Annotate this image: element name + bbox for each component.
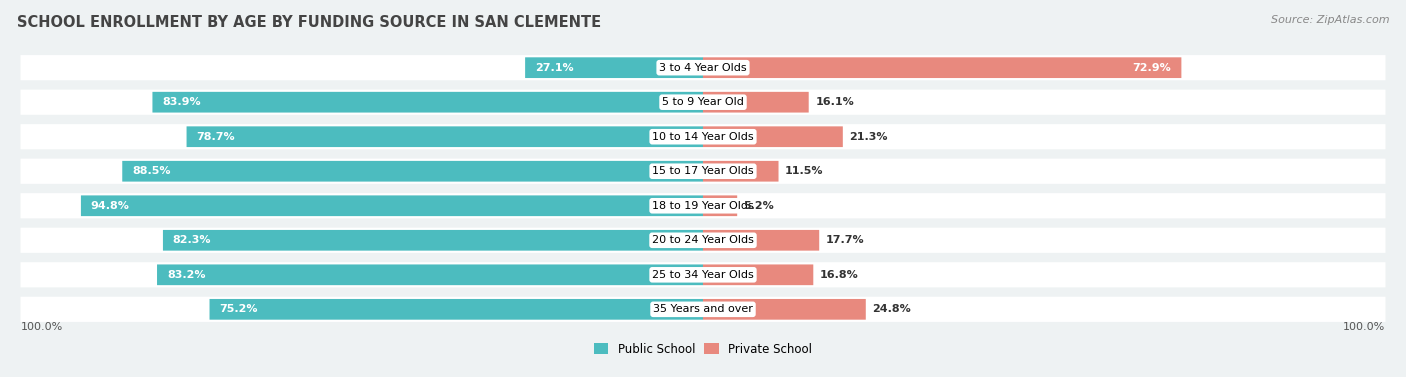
Text: 75.2%: 75.2% <box>219 304 257 314</box>
Text: Source: ZipAtlas.com: Source: ZipAtlas.com <box>1271 15 1389 25</box>
FancyBboxPatch shape <box>209 299 703 320</box>
Text: 21.3%: 21.3% <box>849 132 887 142</box>
FancyBboxPatch shape <box>21 193 1385 218</box>
Text: 100.0%: 100.0% <box>1343 322 1385 332</box>
Text: 100.0%: 100.0% <box>21 322 63 332</box>
Text: 15 to 17 Year Olds: 15 to 17 Year Olds <box>652 166 754 176</box>
Text: 18 to 19 Year Olds: 18 to 19 Year Olds <box>652 201 754 211</box>
FancyBboxPatch shape <box>21 55 1385 80</box>
FancyBboxPatch shape <box>703 57 1181 78</box>
FancyBboxPatch shape <box>21 228 1385 253</box>
FancyBboxPatch shape <box>703 161 779 182</box>
FancyBboxPatch shape <box>21 90 1385 115</box>
FancyBboxPatch shape <box>703 264 813 285</box>
Text: 25 to 34 Year Olds: 25 to 34 Year Olds <box>652 270 754 280</box>
Text: 72.9%: 72.9% <box>1133 63 1171 73</box>
Text: 83.2%: 83.2% <box>167 270 205 280</box>
FancyBboxPatch shape <box>703 92 808 113</box>
Text: SCHOOL ENROLLMENT BY AGE BY FUNDING SOURCE IN SAN CLEMENTE: SCHOOL ENROLLMENT BY AGE BY FUNDING SOUR… <box>17 15 600 30</box>
FancyBboxPatch shape <box>163 230 703 251</box>
Text: 27.1%: 27.1% <box>536 63 574 73</box>
FancyBboxPatch shape <box>82 195 703 216</box>
Text: 5 to 9 Year Old: 5 to 9 Year Old <box>662 97 744 107</box>
FancyBboxPatch shape <box>21 124 1385 149</box>
FancyBboxPatch shape <box>21 262 1385 287</box>
Text: 5.2%: 5.2% <box>744 201 775 211</box>
Text: 17.7%: 17.7% <box>825 235 865 245</box>
FancyBboxPatch shape <box>524 57 703 78</box>
Text: 94.8%: 94.8% <box>91 201 129 211</box>
Text: 78.7%: 78.7% <box>197 132 235 142</box>
Text: 3 to 4 Year Olds: 3 to 4 Year Olds <box>659 63 747 73</box>
Text: 35 Years and over: 35 Years and over <box>652 304 754 314</box>
Text: 82.3%: 82.3% <box>173 235 211 245</box>
Text: 16.8%: 16.8% <box>820 270 859 280</box>
Text: 20 to 24 Year Olds: 20 to 24 Year Olds <box>652 235 754 245</box>
FancyBboxPatch shape <box>703 230 820 251</box>
FancyBboxPatch shape <box>122 161 703 182</box>
Legend: Public School, Private School: Public School, Private School <box>589 338 817 360</box>
Text: 16.1%: 16.1% <box>815 97 853 107</box>
FancyBboxPatch shape <box>187 126 703 147</box>
Text: 83.9%: 83.9% <box>162 97 201 107</box>
FancyBboxPatch shape <box>152 92 703 113</box>
FancyBboxPatch shape <box>21 297 1385 322</box>
FancyBboxPatch shape <box>21 159 1385 184</box>
FancyBboxPatch shape <box>703 126 842 147</box>
Text: 10 to 14 Year Olds: 10 to 14 Year Olds <box>652 132 754 142</box>
FancyBboxPatch shape <box>703 299 866 320</box>
FancyBboxPatch shape <box>157 264 703 285</box>
Text: 88.5%: 88.5% <box>132 166 170 176</box>
FancyBboxPatch shape <box>703 195 737 216</box>
Text: 11.5%: 11.5% <box>785 166 824 176</box>
Text: 24.8%: 24.8% <box>872 304 911 314</box>
